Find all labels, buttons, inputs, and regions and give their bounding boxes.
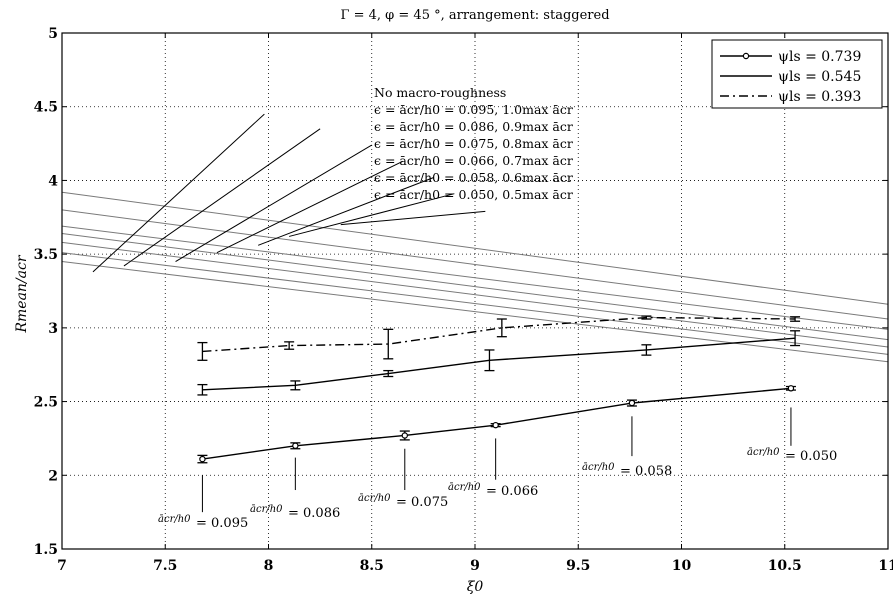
roughness-label: ϵ = ācr/h0 = 0.058, 0.6max ācr [374, 170, 573, 185]
annotation-value: = 0.066 [486, 484, 538, 499]
roughness-label: ϵ = ācr/h0 = 0.050, 0.5max ācr [374, 187, 573, 202]
roughness-line [61, 209, 889, 320]
leader-line [289, 193, 455, 237]
y-tick-label: 3 [48, 321, 58, 337]
roughness-line [61, 252, 889, 355]
roughness-label: ϵ = ācr/h0 = 0.066, 0.7max ācr [374, 153, 573, 168]
data-point [199, 455, 206, 463]
roughness-label: No macro-roughness [374, 85, 506, 100]
x-tick-label: 9 [470, 558, 480, 574]
leader-line [257, 177, 434, 246]
leader-line [216, 160, 403, 254]
roughness-label: ϵ = ācr/h0 = 0.086, 0.9max ācr [374, 119, 573, 134]
series-line [202, 387, 792, 460]
y-tick-label: 1.5 [34, 542, 58, 558]
annotation-fraction: ācr/h0 [747, 447, 780, 458]
data-series [197, 315, 801, 464]
x-tick-label: 11 [878, 558, 893, 574]
leader-line [123, 128, 321, 267]
y-tick-label: 4.5 [34, 100, 58, 116]
roughness-label: ϵ = ācr/h0 = 0.095, 1.0max ācr [374, 102, 573, 117]
series-line [202, 316, 796, 353]
roughness-line [61, 233, 889, 341]
x-tick-label: 8 [264, 558, 274, 574]
x-tick-label: 9.5 [566, 558, 590, 574]
annotation-fraction: ācr/h0 [448, 482, 481, 493]
annotation-value: = 0.050 [785, 449, 837, 464]
series-line [202, 337, 796, 391]
y-tick-label: 5 [48, 26, 58, 42]
legend-label: ψls = 0.739 [778, 49, 861, 65]
x-tick-label: 10.5 [768, 558, 802, 574]
x-tick-label: 7.5 [153, 558, 177, 574]
annotation-value: = 0.095 [196, 516, 248, 531]
data-point [628, 399, 636, 407]
axis-ticks: 7 7.5 8 8.5 9 9.5 10 10.5 11 1.5 2 2.5 3 3.5 4 4.5 5 [34, 26, 893, 574]
x-tick-label: 8.5 [360, 558, 384, 574]
data-point [401, 432, 408, 439]
x-axis-label: ξ0 [467, 579, 484, 595]
annotations: No macro-roughness ϵ = ācr/h0 = 0.095, 1.… [92, 85, 837, 531]
legend-label: ψls = 0.393 [778, 89, 861, 105]
leader-line [175, 144, 373, 262]
annotation-fraction: ācr/h0 [358, 493, 391, 504]
leader-line [92, 113, 265, 273]
legend-marker [742, 52, 750, 60]
annotation-fraction: ācr/h0 [582, 462, 615, 473]
annotation-fraction: ācr/h0 [158, 514, 191, 525]
y-tick-label: 2.5 [34, 395, 58, 411]
legend-label: ψls = 0.545 [778, 69, 861, 85]
roughness-line [61, 225, 889, 330]
annotation-value: = 0.086 [288, 506, 340, 521]
annotation-value: = 0.075 [396, 495, 448, 510]
y-tick-label: 4 [48, 173, 58, 189]
roughness-line [61, 191, 889, 305]
roughness-lines [61, 191, 889, 363]
y-tick-label: 2 [48, 468, 58, 484]
data-point [292, 442, 299, 449]
y-tick-label: 3.5 [34, 247, 58, 263]
annotation-value: = 0.058 [620, 464, 672, 479]
roughness-label: ϵ = ācr/h0 = 0.075, 0.8max ācr [374, 136, 573, 151]
data-point [492, 421, 499, 429]
roughness-line [61, 241, 889, 348]
legend: ψls = 0.739 ψls = 0.545 ψls = 0.393 [711, 39, 883, 109]
leader-line [340, 210, 486, 226]
data-point [787, 385, 795, 392]
chart-title: Γ = 4, φ = 45 °, arrangement: staggered [340, 8, 609, 23]
annotation-fraction: ācr/h0 [250, 504, 283, 515]
y-axis-label: Rmean/acr [14, 254, 30, 333]
roughness-line [61, 261, 889, 363]
x-tick-label: 10 [672, 558, 692, 574]
x-tick-label: 7 [57, 558, 67, 574]
